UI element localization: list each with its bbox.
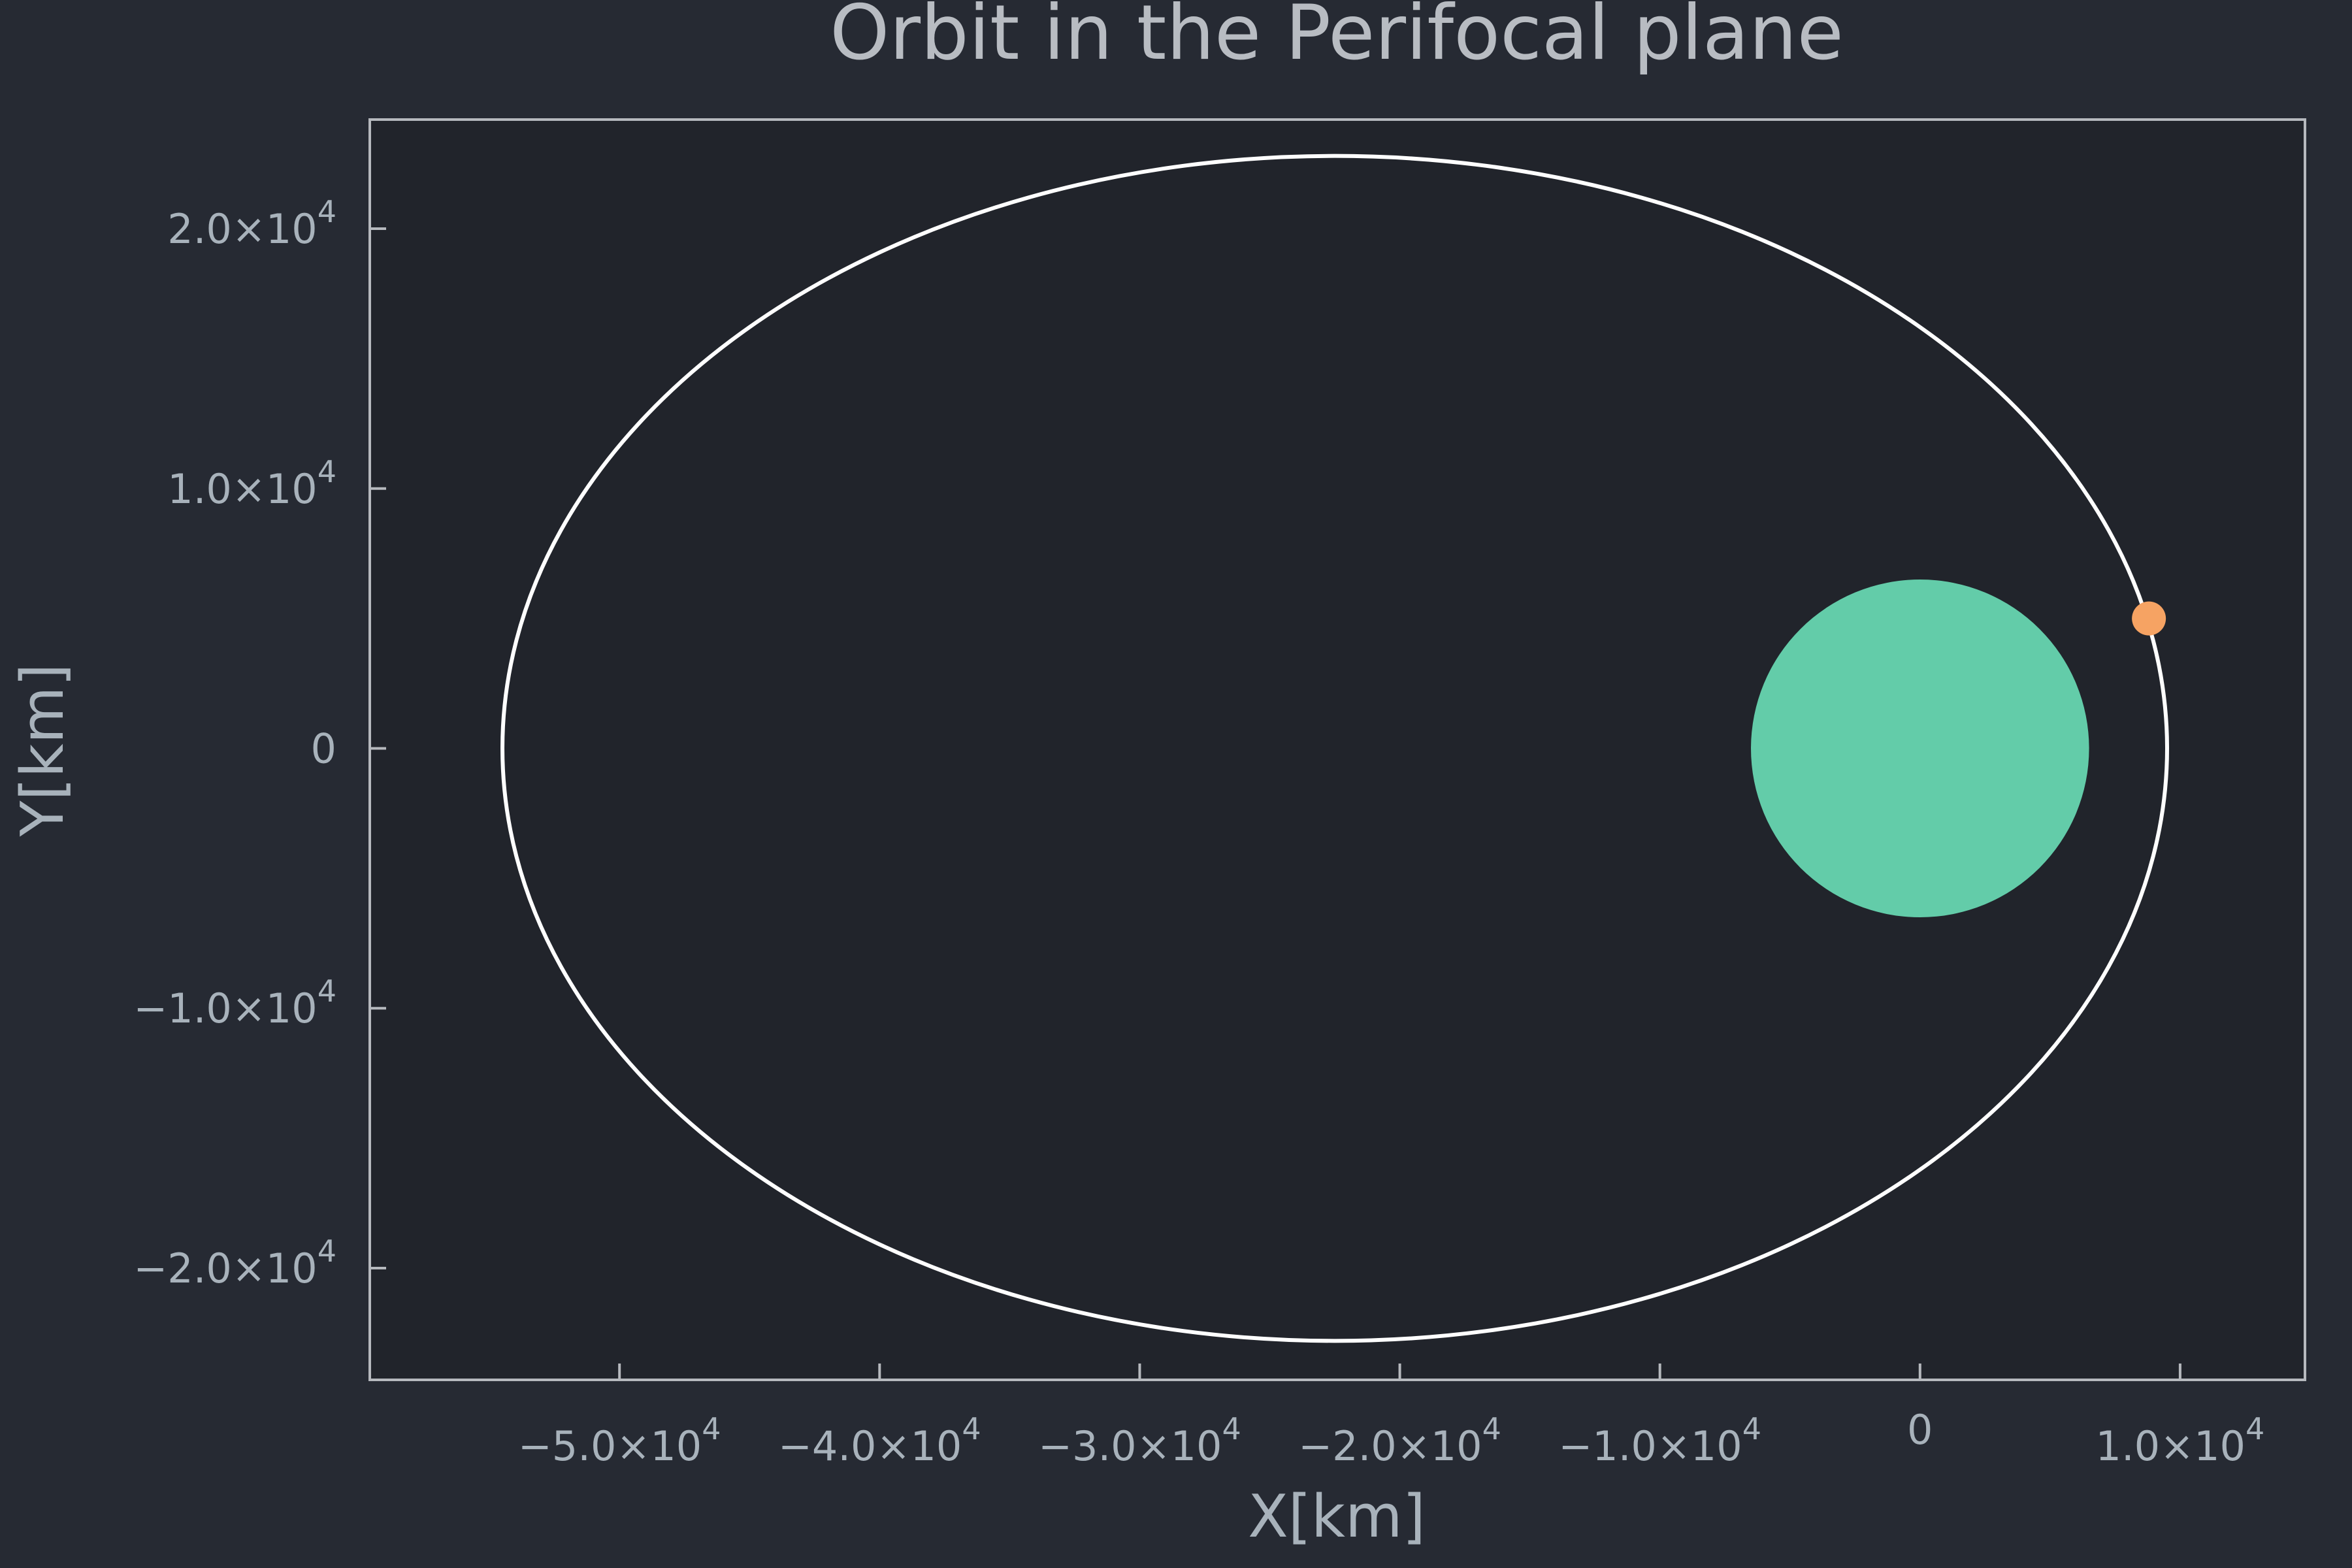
chart-title: Orbit in the Perifocal plane xyxy=(830,0,1844,77)
x-tick-exponent: 4 xyxy=(702,1411,721,1446)
x-tick-exponent: 4 xyxy=(1742,1411,1761,1446)
central-body xyxy=(1751,579,2089,918)
y-tick-exponent: 4 xyxy=(318,194,336,229)
x-tick-exponent: 4 xyxy=(1482,1411,1501,1446)
x-tick-label: 0 xyxy=(1907,1406,1933,1454)
satellite-point xyxy=(2132,601,2166,636)
y-tick-exponent: 4 xyxy=(318,973,336,1009)
chart-marks xyxy=(500,154,2169,1343)
y-tick-exponent: 4 xyxy=(318,1233,336,1269)
x-tick-exponent: 4 xyxy=(1222,1411,1241,1446)
x-tick-exponent: 4 xyxy=(962,1411,981,1446)
orbit-line xyxy=(500,154,2169,1343)
y-axis-label: Y[km] xyxy=(8,664,77,838)
x-axis-label: X[km] xyxy=(1248,1482,1426,1551)
x-tick-exponent: 4 xyxy=(2246,1411,2264,1446)
y-tick-label: 0 xyxy=(311,725,336,773)
y-tick-exponent: 4 xyxy=(318,454,336,489)
